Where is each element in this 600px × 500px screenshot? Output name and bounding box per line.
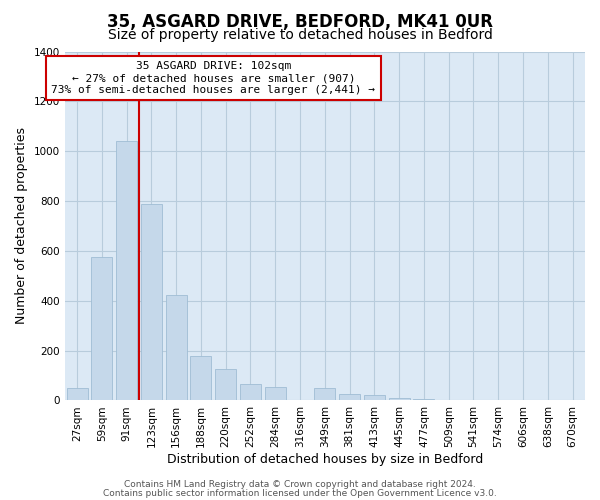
Text: Contains HM Land Registry data © Crown copyright and database right 2024.: Contains HM Land Registry data © Crown c… [124, 480, 476, 489]
Text: 35 ASGARD DRIVE: 102sqm
← 27% of detached houses are smaller (907)
73% of semi-d: 35 ASGARD DRIVE: 102sqm ← 27% of detache… [52, 62, 376, 94]
Bar [67, 388, 88, 400]
Text: 35, ASGARD DRIVE, BEDFORD, MK41 0UR: 35, ASGARD DRIVE, BEDFORD, MK41 0UR [107, 12, 493, 30]
Y-axis label: Number of detached properties: Number of detached properties [15, 128, 28, 324]
Bar [91, 257, 112, 400]
Bar [339, 394, 360, 400]
Bar [240, 384, 261, 400]
Text: Contains public sector information licensed under the Open Government Licence v3: Contains public sector information licen… [103, 488, 497, 498]
Bar [141, 204, 162, 400]
Bar [190, 356, 211, 401]
X-axis label: Distribution of detached houses by size in Bedford: Distribution of detached houses by size … [167, 453, 483, 466]
Bar [265, 386, 286, 400]
Bar [413, 399, 434, 400]
Bar [166, 294, 187, 401]
Bar [314, 388, 335, 400]
Text: Size of property relative to detached houses in Bedford: Size of property relative to detached ho… [107, 28, 493, 42]
Bar [116, 141, 137, 401]
Bar [215, 370, 236, 400]
Bar [389, 398, 410, 400]
Bar [364, 396, 385, 400]
